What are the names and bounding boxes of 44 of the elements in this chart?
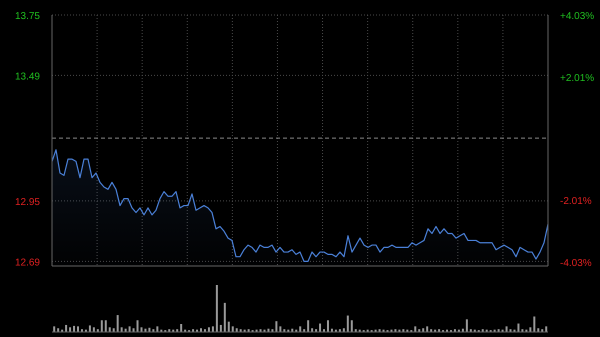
bar (330, 328, 333, 332)
y2-tick-label: -4.03% (560, 258, 592, 270)
bar (267, 328, 270, 332)
bar (124, 328, 127, 332)
bar (136, 320, 139, 332)
bar (350, 320, 353, 332)
bar (104, 320, 107, 332)
bar (220, 324, 222, 332)
bar (100, 320, 103, 332)
bar (291, 328, 294, 332)
bar (88, 325, 91, 332)
bar (65, 324, 68, 332)
bar (346, 316, 349, 332)
bar (342, 328, 345, 332)
y-tick-label: 13.75 (14, 11, 40, 22)
bar (275, 321, 278, 332)
bar (537, 328, 540, 332)
bar (228, 322, 230, 332)
bar (73, 326, 76, 332)
y-tick-label: 12.69 (14, 257, 40, 268)
bar (517, 324, 520, 332)
bar (533, 316, 536, 332)
bar (116, 315, 119, 332)
bar (144, 328, 146, 332)
bar (311, 328, 314, 332)
bar (200, 328, 202, 332)
bar (466, 319, 468, 332)
bar (224, 302, 226, 332)
bar (57, 328, 60, 332)
bar (462, 328, 464, 332)
y2-tick-label: -2.01% (560, 196, 592, 208)
y2-tick-label: +4.03% (560, 11, 594, 22)
y-tick-label: 13.49 (14, 71, 40, 82)
bar (422, 328, 424, 332)
bar (319, 324, 322, 332)
bar (112, 328, 115, 332)
bar (132, 328, 135, 332)
y-tick-label: 12.95 (14, 196, 40, 208)
y2-tick-label: +2.01% (560, 72, 594, 84)
bar (307, 320, 310, 332)
bar (326, 320, 329, 332)
bar (180, 324, 182, 332)
bar (236, 328, 238, 332)
bar (216, 285, 218, 332)
